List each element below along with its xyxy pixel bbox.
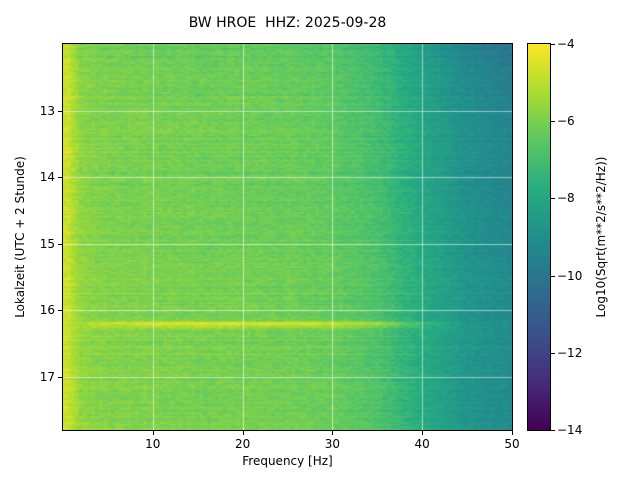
y-axis-label: Lokalzeit (UTC + 2 Stunde)	[13, 156, 27, 318]
y-tick-label: 16	[39, 303, 55, 318]
x-tick-label: 40	[414, 437, 430, 451]
colorbar-tick-label: −10	[557, 268, 583, 283]
colorbar-label: Log10(Sqrt(m**2/s**2/Hz))	[594, 156, 608, 318]
x-tick-mark	[512, 431, 513, 435]
colorbar-tick-label: −12	[557, 345, 583, 360]
y-tick-mark	[58, 310, 62, 312]
y-tick-mark	[58, 243, 62, 245]
y-tick-label: 17	[39, 369, 55, 384]
y-tick-mark	[58, 110, 62, 112]
y-tick-mark	[58, 376, 62, 378]
colorbar-tick-mark	[551, 352, 555, 354]
colorbar-tick-mark	[551, 198, 555, 200]
x-axis-label: Frequency [Hz]	[242, 454, 333, 468]
colorbar-tick-label: −8	[557, 191, 575, 206]
colorbar-gradient	[527, 43, 551, 431]
x-tick-mark	[152, 431, 154, 435]
y-tick-mark	[58, 177, 62, 179]
colorbar-tick-mark	[551, 275, 555, 277]
y-tick-label: 13	[39, 103, 55, 118]
colorbar-tick-mark	[551, 430, 555, 431]
x-tick-label: 50	[504, 437, 520, 451]
x-tick-mark	[422, 431, 424, 435]
colorbar-tick-label: −6	[557, 114, 575, 129]
colorbar-tick-label: −14	[557, 423, 583, 437]
x-tick-mark	[242, 431, 244, 435]
x-tick-label: 10	[145, 437, 161, 451]
x-tick-label: 30	[324, 437, 341, 451]
colorbar-tick-mark	[551, 44, 555, 45]
colorbar-tick-mark	[551, 121, 555, 123]
colorbar-tick-label: −4	[557, 37, 575, 51]
spectrogram-heatmap	[62, 43, 513, 431]
y-tick-label: 15	[39, 236, 55, 251]
x-tick-mark	[332, 431, 334, 435]
plot-title: BW HROE HHZ: 2025-09-28	[188, 15, 387, 31]
y-tick-label: 14	[39, 170, 55, 185]
x-tick-label: 20	[234, 437, 251, 451]
